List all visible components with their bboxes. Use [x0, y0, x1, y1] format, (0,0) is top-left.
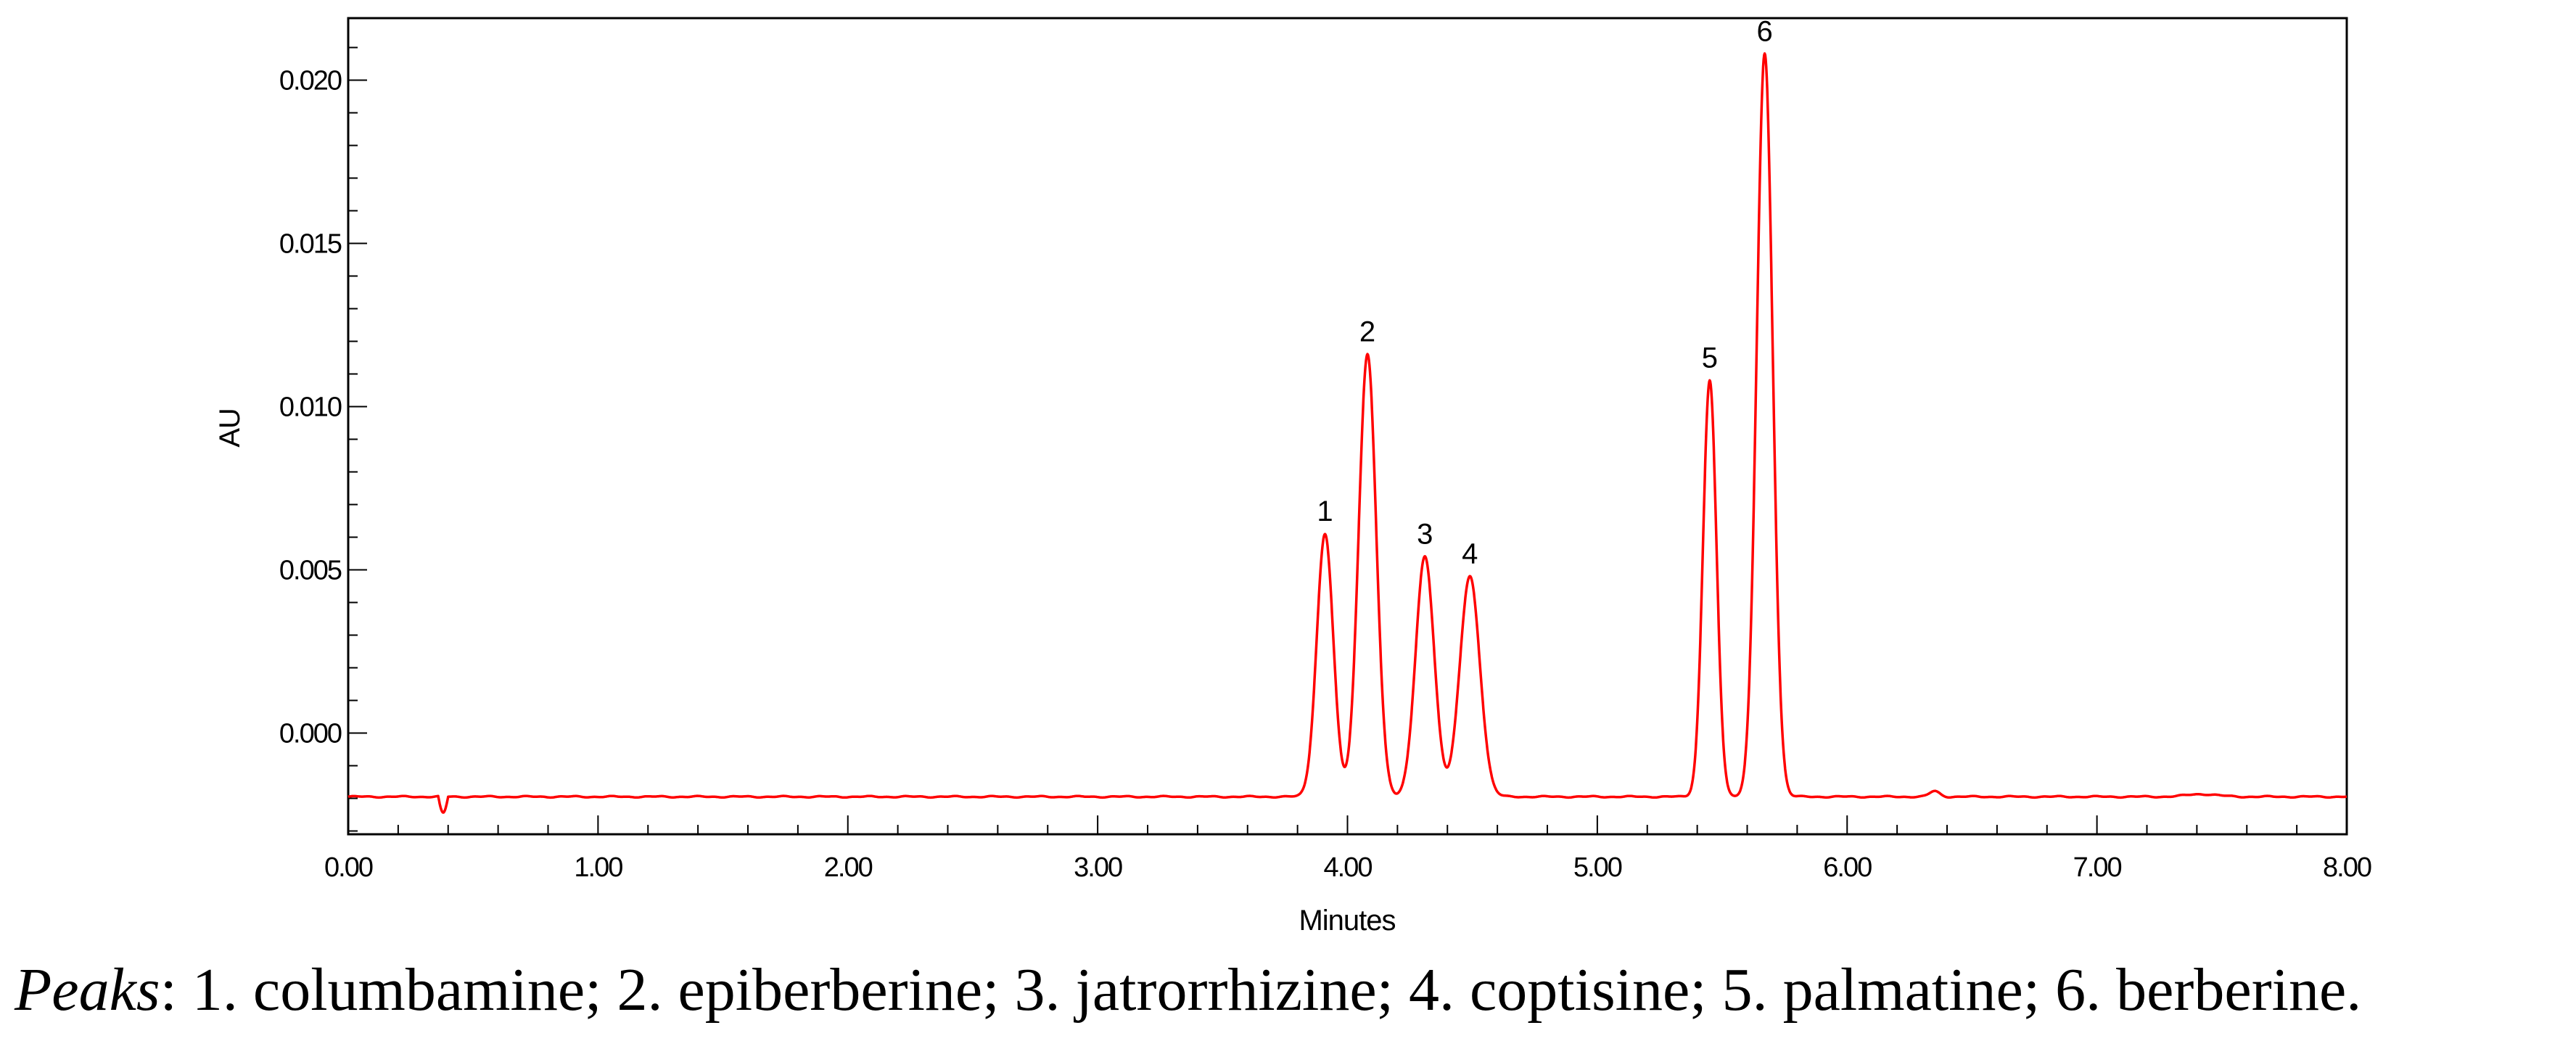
y-axis-ticks: 0.000 0.005 0.010 0.015 0.020 — [279, 46, 367, 832]
x-tick-label: 5.00 — [1573, 852, 1622, 883]
plot-frame — [347, 17, 2348, 836]
peak-label-1: 1 — [1317, 495, 1333, 527]
x-tick-label: 1.00 — [574, 852, 622, 883]
x-tick-label: 2.00 — [824, 852, 873, 883]
y-tick-label: 0.020 — [279, 66, 342, 96]
caption-text: : 1. columbamine; 2. epiberberine; 3. ja… — [160, 956, 2362, 1024]
peak-labels: 1 2 34 5 6 — [1317, 16, 1772, 570]
y-tick-label: 0.010 — [279, 392, 342, 423]
peak-label-4: 4 — [1462, 538, 1478, 570]
y-tick-label: 0.015 — [279, 229, 342, 260]
chart-svg: 0.00 1.00 2.00 3.00 4.00 5.00 6.00 7.00 8.00 0.0… — [214, 16, 2373, 937]
x-axis-ticks: 0.00 1.00 2.00 3.00 4.00 5.00 6.00 7.00 8.00 — [324, 815, 2373, 883]
peak-label-2: 2 — [1359, 316, 1375, 348]
peaks-caption: Peaks: 1. columbamine; 2. epiberberine; … — [15, 950, 2561, 1030]
peak-label-6: 6 — [1756, 16, 1772, 48]
x-tick-label: 8.00 — [2323, 852, 2371, 883]
caption-label: Peaks — [15, 956, 160, 1024]
y-tick-label: 0.000 — [279, 719, 342, 749]
x-axis-title: Minutes — [1299, 905, 1395, 937]
chromatogram-trace — [347, 52, 2348, 814]
x-tick-label: 0.00 — [324, 852, 373, 883]
x-tick-label: 7.00 — [2073, 852, 2122, 883]
chromatogram-chart: 0.00 1.00 2.00 3.00 4.00 5.00 6.00 7.00 8.00 0.0… — [214, 16, 2373, 937]
x-tick-label: 3.00 — [1074, 852, 1122, 883]
peak-label-5: 5 — [1702, 342, 1718, 374]
x-tick-label: 6.00 — [1823, 852, 1872, 883]
peak-label-3: 3 — [1417, 519, 1433, 551]
x-tick-label: 4.00 — [1324, 852, 1373, 883]
y-axis-title: AU — [214, 408, 246, 448]
y-tick-label: 0.005 — [279, 556, 342, 586]
